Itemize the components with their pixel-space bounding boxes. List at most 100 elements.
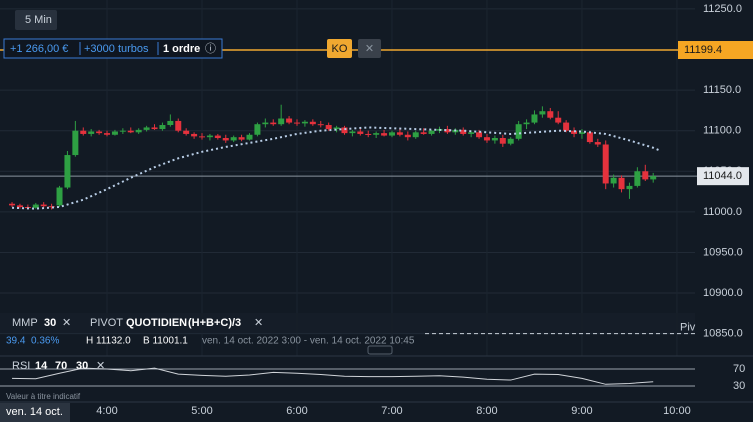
x-tick-label: 7:00	[381, 405, 402, 417]
candle-body	[539, 111, 546, 115]
candle-body	[16, 205, 23, 207]
mmp-period: 30	[44, 317, 56, 329]
candle-body	[9, 203, 16, 206]
candle-body	[230, 137, 237, 141]
pane-handle[interactable]	[367, 345, 393, 355]
grid	[0, 0, 695, 356]
x-tick-label: 10:00	[663, 405, 691, 417]
candle-body	[206, 135, 213, 138]
candle-body	[32, 204, 39, 208]
rsi-line	[12, 367, 654, 385]
candle-body	[301, 121, 308, 124]
candle-body	[246, 134, 253, 140]
candle-body	[626, 185, 633, 190]
candle-body	[333, 127, 340, 130]
candle-body	[357, 131, 364, 134]
y-tick-label: 11100.0	[703, 125, 741, 137]
x-tick-label: 8:00	[476, 405, 497, 417]
y-tick-label: 11000.0	[703, 206, 742, 218]
moving-average	[11, 126, 662, 210]
ko-label: KO	[332, 43, 348, 55]
rsi-label: RSI	[12, 360, 30, 372]
candle-body	[531, 114, 538, 123]
candle-body	[278, 118, 285, 125]
rsi-upper: 70	[55, 360, 67, 372]
pivot-close[interactable]: ✕	[254, 317, 263, 329]
y-tick-label: 11250.0	[703, 3, 742, 15]
candle-body	[127, 130, 134, 133]
candle-body	[476, 132, 483, 138]
candle-body	[80, 130, 87, 134]
change: 39.4	[6, 336, 26, 347]
candle-body	[88, 131, 95, 134]
candle-body	[159, 125, 166, 130]
candle-body	[365, 133, 372, 135]
info-icon[interactable]: ⓘ	[205, 42, 216, 55]
rsi-note: Valeur à titre indicatif	[6, 392, 81, 401]
candle-body	[428, 130, 435, 134]
ko-close[interactable]: ✕	[365, 43, 374, 55]
candle-body	[602, 144, 609, 184]
candle-body	[515, 124, 522, 139]
ko-badge	[327, 39, 352, 58]
candle-body	[191, 133, 198, 137]
candle-body	[40, 204, 47, 207]
candle-body	[104, 133, 111, 135]
candle-body	[420, 132, 427, 134]
rsi-tick-label: 70	[733, 363, 745, 375]
candle-body	[48, 206, 55, 208]
rsi-lower: 30	[76, 360, 88, 372]
candle-body	[404, 134, 411, 138]
mmp-close[interactable]: ✕	[62, 317, 71, 329]
candle-body	[618, 177, 625, 190]
candle-body	[293, 122, 300, 124]
ko-close-button[interactable]	[358, 39, 381, 58]
date-box	[0, 403, 70, 422]
rsi-close[interactable]: ✕	[96, 360, 105, 372]
candle-body	[499, 138, 506, 144]
candle-body	[238, 137, 245, 140]
date-label: ven. 14 oct.	[6, 406, 63, 418]
candle-body	[412, 132, 419, 138]
candle-body	[309, 121, 316, 125]
candle-body	[444, 129, 451, 133]
candle-body	[341, 127, 348, 134]
y-tick-label: 10900.0	[703, 287, 743, 299]
candle-body	[222, 138, 229, 141]
ko-price-box	[678, 41, 753, 60]
rsi-period: 14	[35, 360, 48, 372]
candle-body	[317, 124, 324, 126]
candle-body	[96, 131, 103, 134]
candle-body	[507, 138, 514, 144]
candle-body	[183, 130, 190, 134]
pivot-label: PIVOT	[90, 317, 123, 329]
pivot-period: QUOTIDIEN	[126, 317, 187, 329]
candle-body	[254, 124, 261, 135]
candle-body	[325, 125, 332, 130]
candle-body	[523, 122, 530, 125]
candle-body	[555, 117, 562, 123]
candle-body	[460, 129, 467, 134]
candle-body	[578, 132, 585, 134]
range: ven. 14 oct. 2022 3:00 - ven. 14 oct. 20…	[202, 336, 415, 347]
position-strip[interactable]	[3, 38, 223, 59]
high: H 11132.0	[86, 336, 131, 347]
candle-body	[396, 132, 403, 135]
candle-body	[349, 131, 356, 134]
pivot-label: Piv	[680, 322, 696, 334]
last-price-box	[697, 167, 749, 186]
pivot-formula: (H+B+C)/3	[188, 317, 241, 329]
ko-price: 11199.4	[684, 44, 722, 56]
interval[interactable]: 5 Min	[25, 14, 52, 26]
candle-body	[547, 111, 554, 118]
x-tick-label: 4:00	[96, 405, 117, 417]
change-pct: 0.36%	[31, 336, 59, 347]
candle-body	[143, 127, 150, 130]
interval-button[interactable]	[15, 10, 57, 30]
candle-body	[650, 176, 657, 180]
candle-body	[167, 120, 174, 126]
candle-body	[135, 129, 142, 133]
candle-body	[388, 132, 395, 136]
candle-body	[491, 138, 498, 141]
